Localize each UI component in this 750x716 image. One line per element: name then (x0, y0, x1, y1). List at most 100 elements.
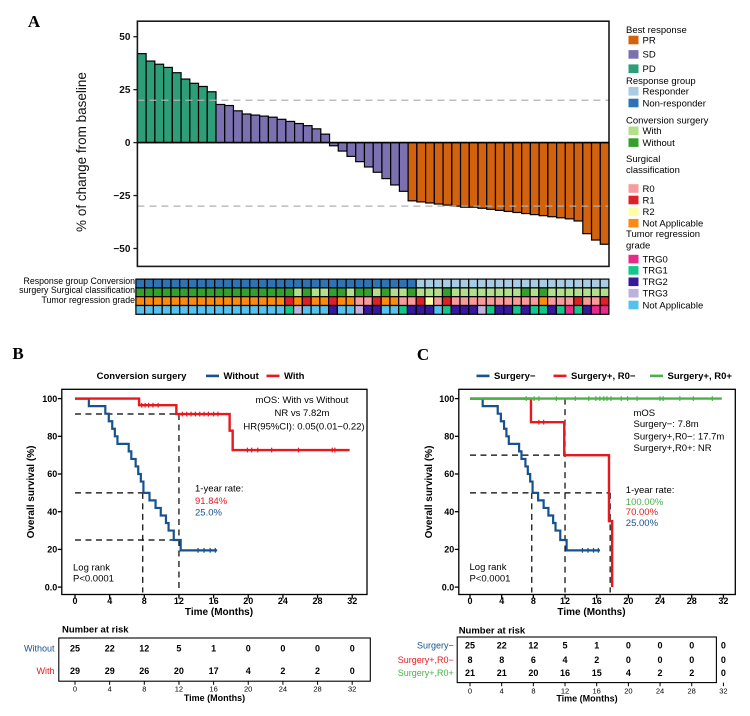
svg-text:26: 26 (139, 666, 149, 676)
svg-text:Surgery+,R0+: NR: Surgery+,R0+: NR (634, 443, 712, 454)
svg-text:0: 0 (280, 644, 285, 654)
svg-text:grade: grade (626, 240, 650, 251)
svg-text:4: 4 (499, 596, 504, 606)
svg-text:25.0%: 25.0% (195, 508, 222, 519)
svg-text:0: 0 (721, 655, 726, 665)
svg-text:15: 15 (592, 668, 602, 678)
svg-text:SD: SD (643, 50, 656, 61)
svg-text:91.84%: 91.84% (195, 496, 228, 507)
svg-text:TRG1: TRG1 (643, 266, 668, 277)
svg-text:8: 8 (499, 655, 504, 665)
svg-text:4: 4 (246, 666, 251, 676)
svg-text:20: 20 (528, 668, 538, 678)
svg-text:−25: −25 (113, 191, 130, 202)
svg-text:0: 0 (315, 644, 320, 654)
svg-text:80: 80 (444, 432, 454, 442)
svg-text:21: 21 (465, 668, 475, 678)
svg-text:Time (Months): Time (Months) (557, 607, 625, 618)
svg-text:Surgery+, R0+: Surgery+, R0+ (668, 371, 733, 382)
svg-text:surgery Surgical classificatio: surgery Surgical classification (19, 285, 135, 295)
svg-text:24: 24 (656, 687, 664, 696)
svg-text:24: 24 (279, 685, 287, 694)
svg-text:0: 0 (689, 640, 694, 650)
svg-text:−50: −50 (113, 244, 130, 255)
svg-text:Without: Without (643, 138, 676, 149)
svg-text:0: 0 (73, 685, 77, 694)
svg-text:TRG0: TRG0 (643, 254, 668, 265)
svg-text:0: 0 (626, 655, 631, 665)
svg-text:12: 12 (528, 640, 538, 650)
svg-text:Without: Without (224, 371, 260, 382)
svg-text:4: 4 (626, 668, 631, 678)
svg-text:With: With (284, 371, 305, 382)
svg-text:25.00%: 25.00% (626, 518, 659, 529)
svg-text:8: 8 (467, 655, 472, 665)
svg-text:HR(95%CI): 0.05(0.01−0.22): HR(95%CI): 0.05(0.01−0.22) (243, 422, 364, 433)
svg-text:R2: R2 (643, 207, 655, 218)
svg-text:0: 0 (721, 640, 726, 650)
svg-text:Non-responder: Non-responder (643, 98, 706, 109)
svg-text:B: B (12, 344, 23, 363)
svg-text:32: 32 (347, 596, 357, 606)
svg-text:8: 8 (142, 685, 146, 694)
svg-text:24: 24 (655, 596, 665, 606)
svg-text:NR vs 7.82m: NR vs 7.82m (275, 408, 330, 419)
svg-text:0: 0 (626, 640, 631, 650)
svg-text:Responder: Responder (643, 87, 689, 98)
svg-text:100: 100 (42, 394, 57, 404)
svg-text:28: 28 (313, 685, 321, 694)
svg-text:32: 32 (348, 685, 356, 694)
svg-text:29: 29 (105, 666, 115, 676)
svg-text:Not Applicable: Not Applicable (643, 300, 704, 311)
svg-text:Best response: Best response (626, 25, 687, 36)
svg-text:8: 8 (531, 596, 536, 606)
svg-text:16: 16 (209, 685, 217, 694)
svg-text:Surgery−: Surgery− (494, 371, 536, 382)
svg-text:With: With (643, 126, 662, 137)
svg-text:Time (Months): Time (Months) (184, 693, 245, 703)
svg-text:5: 5 (562, 640, 567, 650)
svg-text:40: 40 (444, 507, 454, 517)
svg-text:8: 8 (142, 596, 147, 606)
svg-text:60: 60 (444, 469, 454, 479)
svg-text:20: 20 (623, 596, 633, 606)
svg-text:classification: classification (626, 165, 680, 176)
svg-text:32: 32 (719, 687, 727, 696)
svg-text:Log rank: Log rank (470, 562, 507, 573)
svg-text:0: 0 (350, 666, 355, 676)
svg-text:80: 80 (47, 432, 57, 442)
svg-text:TRG3: TRG3 (643, 289, 668, 300)
svg-text:Conversion surgery: Conversion surgery (97, 371, 187, 382)
svg-text:22: 22 (105, 644, 115, 654)
svg-text:0: 0 (72, 596, 77, 606)
svg-text:100.00%: 100.00% (626, 497, 664, 508)
svg-text:24: 24 (278, 596, 288, 606)
svg-text:0: 0 (721, 668, 726, 678)
svg-text:0: 0 (657, 640, 662, 650)
svg-text:PR: PR (643, 35, 656, 46)
svg-text:Tumor regression: Tumor regression (626, 229, 700, 240)
svg-text:R1: R1 (643, 195, 655, 206)
svg-text:4: 4 (562, 655, 567, 665)
svg-text:25: 25 (465, 640, 475, 650)
svg-text:0.0: 0.0 (45, 582, 58, 592)
svg-text:25: 25 (119, 85, 131, 96)
svg-text:17: 17 (209, 666, 219, 676)
svg-text:50: 50 (119, 32, 131, 43)
svg-text:2: 2 (594, 655, 599, 665)
svg-text:20: 20 (243, 596, 253, 606)
svg-text:0: 0 (689, 655, 694, 665)
svg-text:Surgery−: Surgery− (417, 640, 454, 650)
svg-text:P<0.0001: P<0.0001 (470, 573, 511, 584)
svg-text:16: 16 (209, 596, 219, 606)
svg-text:PD: PD (643, 64, 656, 75)
svg-text:0: 0 (246, 644, 251, 654)
svg-text:Conversion surgery: Conversion surgery (626, 116, 709, 127)
svg-text:R0: R0 (643, 184, 655, 195)
svg-text:P<0.0001: P<0.0001 (73, 573, 114, 584)
svg-text:100: 100 (439, 394, 454, 404)
svg-text:28: 28 (687, 596, 697, 606)
svg-text:Tumor regression grade: Tumor regression grade (41, 295, 135, 305)
svg-text:2: 2 (657, 668, 662, 678)
svg-text:5: 5 (176, 644, 181, 654)
